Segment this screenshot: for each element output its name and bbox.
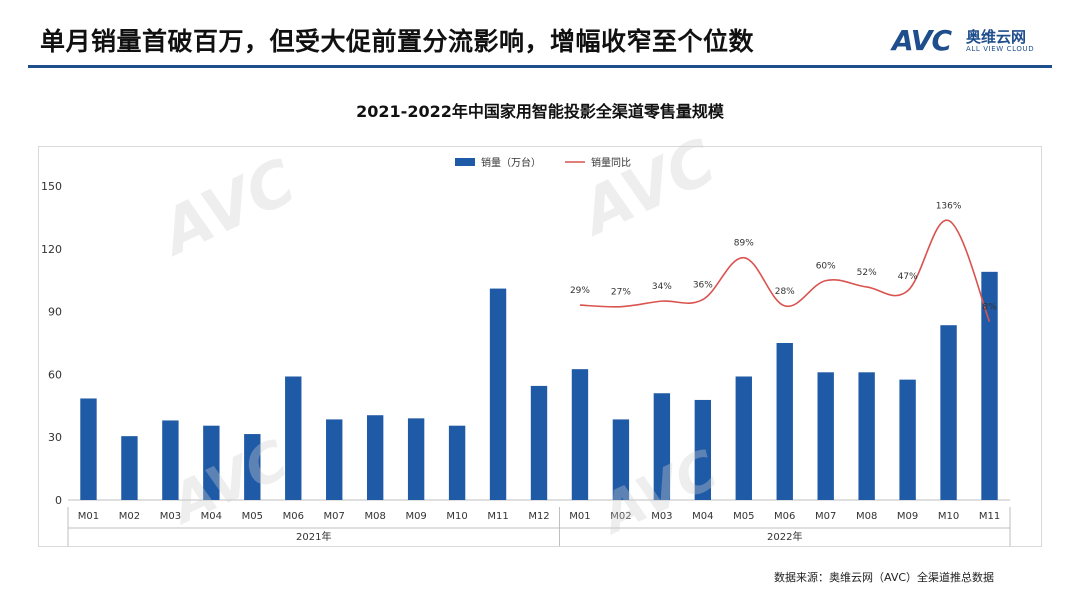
y-tick-label: 150 [41,180,62,193]
bar-m11 [981,271,998,500]
x-tick-label: M04 [201,511,222,522]
bar-m09 [407,418,425,500]
x-tick-label: M09 [405,511,426,522]
yoy-data-label: 60% [816,262,836,272]
avc-logo: AVC 奥维云网 ALL VIEW CLOUD [892,24,1052,58]
yoy-data-label: 27% [611,288,631,298]
bar-m02 [612,419,630,500]
page-headline: 单月销量首破百万，但受大促前置分流影响，增幅收窄至个位数 [40,27,755,56]
yoy-data-label: 136% [936,202,962,212]
plot-frame [38,146,1042,547]
yoy-data-label: 34% [652,282,672,292]
bar-m01 [80,398,97,500]
data-source-note: 数据来源：奥维云网（AVC）全渠道推总数据 [774,571,995,584]
y-tick-label: 60 [48,368,62,381]
x-tick-label: M02 [610,511,631,522]
x-tick-label: M06 [283,511,304,522]
yoy-data-label: 29% [570,286,590,296]
bar-m11 [489,288,507,500]
bar-m10 [448,425,466,500]
yoy-line [579,219,991,322]
logo-chinese-name: 奥维云网 [966,28,1027,46]
bar-m10 [940,325,957,500]
x-tick-label: M05 [242,511,263,522]
bar-m06 [285,376,302,500]
group-label: 2022年 [767,530,802,543]
yoy-data-label: 52% [857,268,877,278]
bar-m01 [571,369,589,500]
bar-m06 [776,343,793,500]
bar-m12 [530,385,548,500]
bar-m05 [244,434,261,500]
bar-m02 [121,436,138,500]
yoy-data-label: 28% [775,287,795,297]
bar-m05 [735,376,752,500]
bar-m08 [858,372,875,500]
x-tick-label: M08 [364,511,385,522]
x-tick-label: M07 [324,511,345,522]
bar-m04 [694,399,712,500]
y-tick-label: 0 [55,494,62,507]
legend-bar-label: 销量（万台） [481,156,541,169]
x-tick-label: M10 [938,511,959,522]
x-tick-label: M05 [733,511,754,522]
chart-title: 2021-2022年中国家用智能投影全渠道零售量规模 [356,102,724,121]
bar-m09 [899,379,916,500]
x-tick-label: M10 [446,511,467,522]
y-tick-label: 90 [48,306,62,319]
x-tick-label: M01 [569,511,590,522]
x-tick-label: M01 [78,511,99,522]
bar-m03 [162,420,179,500]
x-tick-label: M06 [774,511,795,522]
x-tick-label: M08 [856,511,877,522]
bar-m03 [653,393,671,500]
y-tick-label: 30 [48,431,62,444]
y-tick-label: 120 [41,243,62,256]
x-tick-label: M04 [692,511,713,522]
bar-m07 [817,372,834,500]
x-tick-label: M03 [651,511,672,522]
logo-mark: AVC [892,24,952,57]
logo-english-name: ALL VIEW CLOUD [966,45,1035,53]
legend-bar-swatch [455,158,475,166]
legend-line-label: 销量同比 [591,156,631,169]
x-tick-label: M12 [528,511,549,522]
x-tick-label: M02 [119,511,140,522]
header-rule [28,65,1052,68]
x-tick-label: M09 [897,511,918,522]
x-tick-label: M11 [487,511,508,522]
bar-m07 [326,419,343,500]
x-tick-label: M07 [815,511,836,522]
yoy-data-label: 47% [898,272,918,282]
x-tick-label: M03 [160,511,181,522]
yoy-data-label: 89% [734,239,754,249]
bar-m04 [203,425,220,500]
group-label: 2021年 [296,530,331,543]
yoy-data-label: 36% [693,281,713,291]
yoy-data-label: 8% [982,303,997,313]
bar-m08 [366,415,384,500]
x-tick-label: M11 [979,511,1000,522]
